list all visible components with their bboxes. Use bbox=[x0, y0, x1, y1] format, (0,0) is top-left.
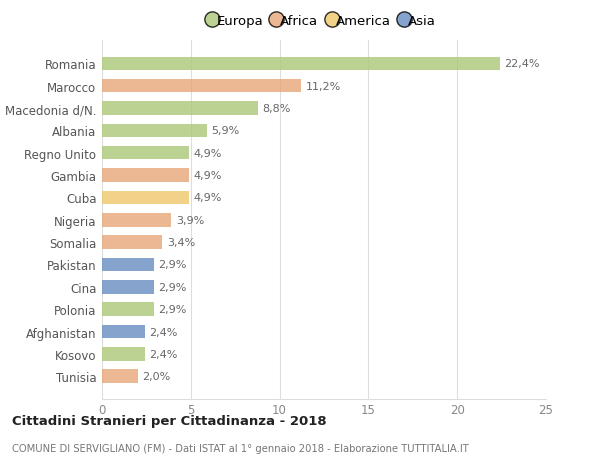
Text: Cittadini Stranieri per Cittadinanza - 2018: Cittadini Stranieri per Cittadinanza - 2… bbox=[12, 414, 326, 428]
Text: 5,9%: 5,9% bbox=[211, 126, 239, 136]
Bar bbox=[102, 191, 189, 205]
Bar bbox=[102, 124, 207, 138]
Text: 2,9%: 2,9% bbox=[158, 304, 187, 314]
Bar bbox=[102, 102, 258, 116]
Text: 8,8%: 8,8% bbox=[263, 104, 291, 114]
Text: 2,4%: 2,4% bbox=[149, 349, 178, 359]
Text: 22,4%: 22,4% bbox=[504, 59, 540, 69]
Text: 3,4%: 3,4% bbox=[167, 238, 195, 247]
Bar bbox=[102, 147, 189, 160]
Bar bbox=[102, 57, 500, 71]
Bar bbox=[102, 236, 163, 249]
Text: 3,9%: 3,9% bbox=[176, 215, 204, 225]
Text: 4,9%: 4,9% bbox=[193, 171, 222, 181]
Text: 2,9%: 2,9% bbox=[158, 260, 187, 270]
Text: COMUNE DI SERVIGLIANO (FM) - Dati ISTAT al 1° gennaio 2018 - Elaborazione TUTTIT: COMUNE DI SERVIGLIANO (FM) - Dati ISTAT … bbox=[12, 443, 469, 453]
Bar bbox=[102, 169, 189, 182]
Bar bbox=[102, 280, 154, 294]
Text: 4,9%: 4,9% bbox=[193, 193, 222, 203]
Legend: Europa, Africa, America, Asia: Europa, Africa, America, Asia bbox=[212, 15, 436, 28]
Text: 4,9%: 4,9% bbox=[193, 148, 222, 158]
Bar bbox=[102, 369, 137, 383]
Bar bbox=[102, 80, 301, 93]
Bar bbox=[102, 258, 154, 272]
Text: 11,2%: 11,2% bbox=[305, 82, 341, 91]
Text: 2,0%: 2,0% bbox=[142, 371, 170, 381]
Bar bbox=[102, 325, 145, 338]
Text: 2,9%: 2,9% bbox=[158, 282, 187, 292]
Bar bbox=[102, 213, 171, 227]
Bar bbox=[102, 347, 145, 361]
Text: 2,4%: 2,4% bbox=[149, 327, 178, 337]
Bar bbox=[102, 303, 154, 316]
